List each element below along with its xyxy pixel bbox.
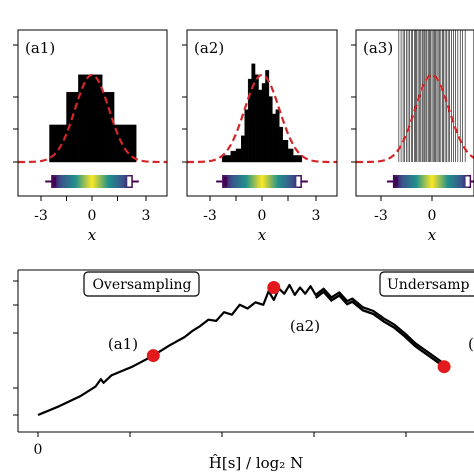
histogram-bar — [230, 150, 237, 163]
histogram-bar — [244, 109, 249, 163]
histogram-bar — [221, 155, 231, 163]
annotation-undersampling: Undersamp — [387, 277, 470, 293]
x-tick-label: -3 — [203, 208, 217, 224]
density-colorbar — [222, 175, 302, 188]
sample-point-marker — [146, 349, 160, 363]
entropy-line-band — [314, 289, 448, 370]
colorbar-end-marker — [394, 177, 398, 186]
sample-point-marker — [437, 360, 451, 374]
x-axis-label: x — [428, 226, 437, 244]
plot-area — [37, 280, 451, 417]
annotation-box — [379, 271, 474, 297]
histogram-bar — [279, 126, 284, 163]
panel-entropy: 0 (a1) (a2) ( Oversampling Undersamp Ĥ[s] / lo… — [13, 269, 474, 472]
histogram-bar — [268, 96, 273, 163]
sample-point-marker — [267, 280, 281, 294]
entropy-line — [37, 283, 448, 417]
histogram-bar — [101, 91, 115, 163]
point-label: (a1) — [108, 335, 138, 353]
annotation-box — [83, 271, 200, 297]
colorbar-end-marker — [127, 176, 132, 187]
histogram-bar — [254, 74, 259, 163]
x-tick-label: 3 — [312, 208, 321, 224]
histogram-bar — [251, 63, 256, 163]
x-axis-label: Ĥ[s] / log₂ N — [209, 454, 303, 472]
histogram-bar — [287, 148, 294, 163]
histogram-bar — [258, 89, 263, 163]
annotation-oversampling: Oversampling — [92, 277, 191, 293]
panel-a1: -3 0 3 x (a1) — [13, 29, 168, 244]
x-axis-label: x — [258, 226, 267, 244]
panel-label: (a1) — [25, 39, 55, 57]
histogram-bar — [113, 124, 137, 163]
panel-a2: -3 0 3 x (a2) — [182, 29, 338, 244]
colorbar-end-marker — [224, 177, 228, 186]
colorbar-end-marker — [465, 176, 470, 187]
histogram-bar — [261, 83, 266, 163]
panel-a3: -3 0 x (a3) — [351, 29, 474, 244]
histogram-bar — [282, 139, 289, 163]
x-tick-label: 0 — [88, 208, 97, 224]
x-axis-label: x — [88, 226, 97, 244]
x-tick-label: 0 — [34, 442, 43, 458]
axes-frame — [355, 29, 474, 197]
x-tick-label: 0 — [258, 208, 267, 224]
colorbar-end-marker — [53, 177, 57, 186]
histogram-bar — [265, 70, 270, 163]
normal-curve — [18, 73, 167, 164]
histogram-bar — [235, 148, 242, 163]
point-label: (a2) — [290, 317, 320, 335]
colorbar-end-marker — [296, 176, 301, 187]
density-colorbar — [51, 175, 133, 188]
histogram-bar — [240, 135, 245, 163]
x-tick-label: 3 — [142, 208, 151, 224]
histogram-bar — [272, 113, 277, 163]
histogram-bar — [247, 78, 252, 163]
panel-label: (a3) — [363, 39, 393, 57]
panel-label: (a2) — [194, 39, 224, 57]
normal-curve — [187, 73, 337, 164]
histogram-bar — [275, 109, 280, 163]
x-tick-label: 0 — [428, 208, 437, 224]
x-tick-label: -3 — [374, 208, 388, 224]
point-label: ( — [468, 335, 474, 353]
x-tick-label: -3 — [34, 208, 48, 224]
density-colorbar — [392, 175, 472, 188]
normal-curve — [355, 73, 474, 164]
histogram-bar — [293, 155, 303, 163]
